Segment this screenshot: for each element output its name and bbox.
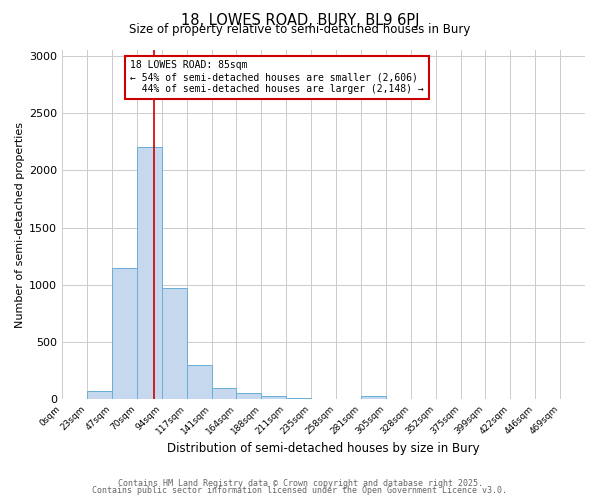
Bar xyxy=(262,396,286,400)
Text: 18 LOWES ROAD: 85sqm
← 54% of semi-detached houses are smaller (2,606)
  44% of : 18 LOWES ROAD: 85sqm ← 54% of semi-detac… xyxy=(130,60,424,94)
Bar xyxy=(112,268,137,400)
Bar xyxy=(286,398,311,400)
Bar xyxy=(162,288,187,400)
Bar xyxy=(137,148,162,400)
Y-axis label: Number of semi-detached properties: Number of semi-detached properties xyxy=(15,122,25,328)
Bar xyxy=(212,388,236,400)
Bar xyxy=(236,393,262,400)
Bar xyxy=(361,396,386,400)
Text: Contains public sector information licensed under the Open Government Licence v3: Contains public sector information licen… xyxy=(92,486,508,495)
Text: 18, LOWES ROAD, BURY, BL9 6PJ: 18, LOWES ROAD, BURY, BL9 6PJ xyxy=(181,12,419,28)
Bar xyxy=(87,392,112,400)
Text: Contains HM Land Registry data © Crown copyright and database right 2025.: Contains HM Land Registry data © Crown c… xyxy=(118,478,482,488)
Text: Size of property relative to semi-detached houses in Bury: Size of property relative to semi-detach… xyxy=(130,22,470,36)
Bar xyxy=(187,365,212,400)
Bar xyxy=(311,399,336,400)
X-axis label: Distribution of semi-detached houses by size in Bury: Distribution of semi-detached houses by … xyxy=(167,442,480,455)
